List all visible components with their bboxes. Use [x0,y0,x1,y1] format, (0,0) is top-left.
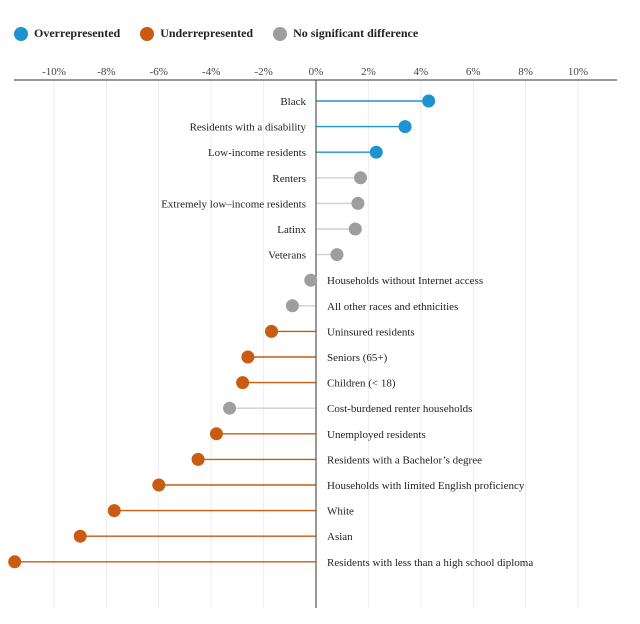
legend-swatch-no-difference [273,26,288,41]
category-label: All other races and ethnicities [327,301,458,313]
lollipop-dot [191,452,205,466]
lollipop-dot [369,145,383,159]
lollipop-dots [8,94,436,569]
x-tick-label: -10% [42,66,66,78]
grid-lines [53,80,579,608]
x-tick-label: 2% [361,66,376,78]
x-tick-label: -4% [202,66,220,78]
category-label: Residents with less than a high school d… [327,557,533,569]
category-label: Black [280,96,306,108]
lollipop-dot [351,196,365,210]
category-label: White [327,506,354,518]
legend-label-overrepresented: Overrepresented [34,26,121,40]
lollipop-dot [236,376,250,390]
x-tick-label: 6% [466,66,481,78]
category-label: Seniors (65+) [327,352,388,364]
lollipop-dot [73,529,87,543]
category-label: Latinx [277,224,306,236]
category-label: Uninsured residents [327,326,415,338]
lollipop-dot [354,171,368,185]
lollipop-dot [107,504,121,518]
category-label: Renters [272,173,306,185]
lollipop-dot [348,222,362,236]
category-label: Cost-burdened renter households [327,403,472,415]
legend-label-underrepresented: Underrepresented [160,26,254,40]
lollipop-dot [422,94,436,108]
legend-item-no-difference: No significant difference [273,26,418,41]
lollipop-dot [264,324,278,338]
legend-label-no-difference: No significant difference [293,26,419,40]
category-label: Residents with a Bachelor’s degree [327,454,482,466]
x-tick-label: -6% [150,66,168,78]
category-label: Residents with a disability [190,122,307,134]
lollipop-dot [398,120,412,134]
category-label: Veterans [268,250,306,262]
lollipop-stems [14,100,429,563]
category-labels: Black Residents with a disability Low-inco… [161,96,533,569]
x-tick-label: -8% [97,66,115,78]
lollipop-dot [152,478,166,492]
x-tick-label: 8% [518,66,533,78]
x-tick-label: 0% [309,66,324,78]
lollipop-dot [8,555,22,569]
category-label: Low-income residents [208,147,306,159]
legend-swatch-overrepresented [14,26,28,41]
legend-swatch-underrepresented [140,26,155,41]
lollipop-dot [223,401,237,415]
legend-item-overrepresented: Overrepresented [14,26,120,41]
category-label: Asian [327,531,353,543]
lollipop-dot [330,248,344,262]
x-tick-label: 10% [568,66,588,78]
category-label: Households without Internet access [327,275,483,287]
lollipop-dot [241,350,255,364]
x-axis-ticks: -10% -8% -6% -4% -2% 0% 2% 4% 6% 8% 10% [14,66,617,81]
category-label: Extremely low–income residents [161,198,306,210]
x-tick-label: 4% [413,66,428,78]
category-label: Households with limited English proficie… [327,480,525,492]
category-label: Children (< 18) [327,378,396,390]
lollipop-dot [304,273,318,287]
lollipop-dot [285,299,299,313]
x-tick-label: -2% [254,66,272,78]
lollipop-dot [209,427,223,441]
category-label: Unemployed residents [327,429,426,441]
chart-legend: Overrepresented Underrepresented No sign… [14,26,418,41]
legend-item-underrepresented: Underrepresented [140,26,253,41]
